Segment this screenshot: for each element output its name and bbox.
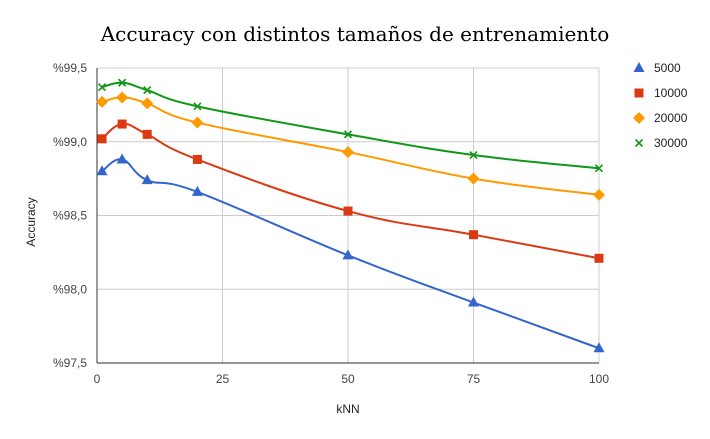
chart-title: Accuracy con distintos tamaños de entren… [100, 22, 610, 46]
legend-marker-10000 [634, 88, 644, 98]
data-point-5000 [96, 165, 108, 176]
data-point-30000 [469, 150, 478, 160]
data-point-5000 [593, 342, 605, 353]
data-point-20000 [467, 172, 480, 185]
series-line-5000 [101, 158, 600, 350]
axes: %97,5 %98,0 %98,5 %99,0 %99,5 0 25 50 75 100 [53, 61, 609, 386]
legend-label-5000: 5000 [654, 61, 681, 75]
data-point-20000 [116, 91, 129, 104]
data-point-20000 [96, 95, 109, 108]
y-tick-label: %98,5 [53, 209, 87, 223]
legend-label-30000: 30000 [654, 136, 688, 150]
series-line-10000 [101, 122, 600, 260]
data-point-5000 [116, 153, 128, 164]
legend-label-10000: 10000 [654, 86, 688, 100]
data-point-10000 [343, 206, 353, 216]
data-point-30000 [343, 130, 353, 139]
series-line-20000 [101, 96, 600, 196]
y-axis-label: Accuracy [24, 197, 38, 246]
data-point-30000 [118, 78, 127, 87]
data-point-10000 [594, 253, 604, 263]
data-point-5000 [468, 296, 479, 307]
y-tick-label: %99,0 [53, 135, 87, 149]
data-point-30000 [97, 83, 107, 92]
legend: 5000 10000 20000 30000 [633, 61, 688, 150]
data-point-20000 [342, 146, 354, 159]
data-point-5000 [141, 174, 153, 185]
x-tick-label: 75 [467, 372, 481, 386]
data-point-30000 [594, 164, 604, 173]
data-point-30000 [143, 86, 152, 95]
data-point-10000 [469, 230, 478, 240]
y-tick-label: %98,0 [53, 282, 87, 296]
x-tick-label: 50 [341, 372, 355, 386]
x-tick-label: 100 [589, 372, 609, 386]
data-point-10000 [117, 119, 127, 129]
legend-label-20000: 20000 [654, 111, 688, 125]
legend-marker-20000 [633, 112, 645, 124]
data-point-10000 [192, 154, 202, 164]
data-point-20000 [191, 116, 204, 129]
data-point-5000 [191, 185, 203, 196]
legend-marker-5000 [633, 62, 645, 72]
series-line-30000 [101, 81, 600, 170]
data-point-5000 [342, 249, 354, 260]
data-point-10000 [97, 134, 107, 144]
x-tick-label: 25 [216, 372, 230, 386]
data-point-20000 [593, 188, 605, 201]
series-markers [96, 78, 605, 353]
data-point-20000 [141, 97, 154, 110]
x-tick-label: 0 [94, 372, 101, 386]
data-point-30000 [193, 102, 202, 111]
y-tick-label: %99,5 [53, 61, 87, 75]
y-tick-label: %97,5 [53, 356, 87, 370]
legend-marker-30000 [634, 138, 644, 148]
data-point-10000 [142, 129, 152, 139]
x-axis-label: kNN [336, 402, 359, 416]
